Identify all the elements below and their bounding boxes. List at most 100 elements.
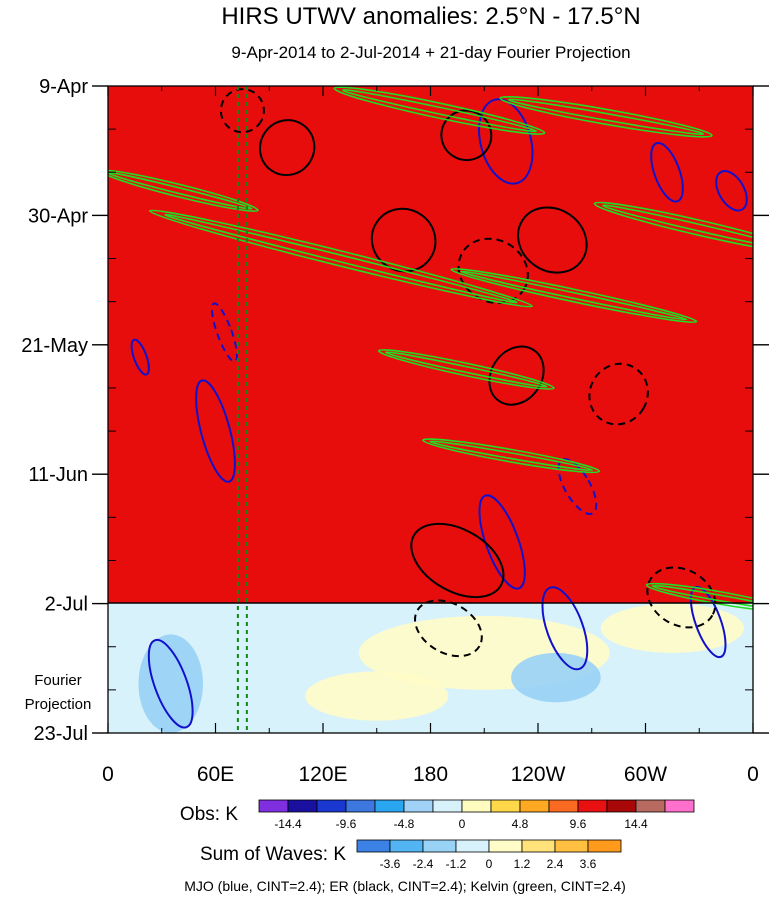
projection-anomaly-blob bbox=[511, 652, 601, 703]
waves-colorbar-swatch bbox=[455, 839, 490, 853]
x-tick-label: 120W bbox=[511, 763, 566, 786]
waves-colorbar-swatch bbox=[521, 839, 556, 853]
obs-colorbar-label: Obs: K bbox=[180, 804, 238, 825]
chart-subtitle: 9-Apr-2014 to 2-Jul-2014 + 21-day Fourie… bbox=[231, 43, 630, 62]
kelvin-contour-inner bbox=[108, 171, 253, 210]
kelvin-contour-pos bbox=[450, 267, 698, 324]
mjo-contour-pos bbox=[195, 379, 236, 483]
waves-colorbar-swatch bbox=[554, 839, 589, 853]
obs-colorbar-swatch bbox=[403, 799, 434, 813]
er-contour-neg bbox=[588, 362, 649, 426]
waves-colorbar-swatch bbox=[587, 839, 622, 853]
mjo-contour-pos bbox=[478, 494, 526, 590]
obs-colorbar-swatch bbox=[606, 799, 637, 813]
kelvin-contour-inner bbox=[164, 213, 518, 304]
y-tick-label: 23-Jul bbox=[34, 723, 88, 745]
obs-colorbar-swatch bbox=[490, 799, 521, 813]
er-contour-pos bbox=[517, 206, 588, 274]
obs-colorbar-tick-label: -9.6 bbox=[336, 817, 357, 831]
waves-colorbar-tick-label: -1.2 bbox=[446, 857, 467, 871]
obs-colorbar-swatch bbox=[287, 799, 318, 813]
er-contour-neg bbox=[646, 566, 717, 629]
mjo-contour-pos bbox=[541, 586, 589, 671]
obs-colorbar-swatch bbox=[577, 799, 608, 813]
axes: 0 60E 120E 180 120W 60W 0 9-Apr 30-Apr 21-May 11-J… bbox=[21, 76, 769, 786]
kelvin-contour-inner bbox=[460, 270, 688, 321]
waves-colorbar-tick-label: -3.6 bbox=[380, 857, 401, 871]
waves-colorbar-swatch bbox=[488, 839, 523, 853]
obs-anomaly-layer bbox=[108, 86, 753, 603]
obs-colorbar-tick-label: 0 bbox=[459, 817, 466, 831]
obs-colorbar-swatch bbox=[316, 799, 347, 813]
obs-colorbar-swatch bbox=[635, 799, 666, 813]
kelvin-contour-pos bbox=[108, 169, 259, 212]
kelvin-contour-inner bbox=[507, 98, 705, 136]
fourier-projection-field bbox=[108, 603, 753, 733]
mjo-contour-pos bbox=[147, 638, 194, 729]
wave-contours bbox=[108, 86, 753, 729]
kelvin-contour-pos bbox=[333, 86, 546, 135]
projection-anomaly-blob bbox=[138, 634, 203, 733]
waves-colorbar-tick-label: 1.2 bbox=[514, 857, 531, 871]
y-tick-label: 11-Jun bbox=[28, 464, 88, 486]
obs-colorbar-swatch bbox=[519, 799, 550, 813]
kelvin-contour-inner bbox=[384, 351, 548, 388]
er-contour-pos bbox=[410, 522, 505, 599]
er-contour-neg bbox=[219, 88, 265, 134]
waves-colorbar-label: Sum of Waves: K bbox=[200, 844, 346, 865]
x-tick-label: 0 bbox=[747, 763, 759, 786]
kelvin-contour-inner bbox=[429, 440, 594, 472]
obs-colorbar-tick-label: -4.8 bbox=[394, 817, 415, 831]
obs-colorbar-tick-label: 4.8 bbox=[512, 817, 529, 831]
waves-colorbar-tick-label: 2.4 bbox=[547, 857, 564, 871]
mjo-contour-neg bbox=[210, 302, 238, 363]
obs-colorbar-swatch bbox=[548, 799, 579, 813]
x-tick-label: 60W bbox=[624, 763, 667, 786]
y-tick-label: 21-May bbox=[21, 335, 88, 357]
x-tick-label: 60E bbox=[197, 763, 234, 786]
obs-colorbar-tick-label: -14.4 bbox=[274, 817, 302, 831]
x-tick-label: 0 bbox=[102, 763, 114, 786]
obs-colorbar-swatch bbox=[345, 799, 376, 813]
kelvin-contour-inner bbox=[341, 89, 537, 133]
waves-colorbar-swatch bbox=[356, 839, 391, 853]
kelvin-contour-pos bbox=[148, 209, 533, 308]
obs-colorbar-tick-label: 14.4 bbox=[624, 817, 648, 831]
kelvin-contour-inner bbox=[602, 204, 753, 252]
y-tick-label: 30-Apr bbox=[28, 205, 88, 227]
obs-colorbar: -14.4 -9.6 -4.8 0 4.8 9.6 14.4 bbox=[258, 799, 695, 831]
x-tick-label: 180 bbox=[413, 763, 448, 786]
contour-legend: MJO (blue, CINT=2.4); ER (black, CINT=2.… bbox=[184, 878, 626, 894]
kelvin-contour-pos bbox=[499, 95, 713, 138]
projection-label-line1: Fourier bbox=[34, 672, 82, 689]
er-contour-pos bbox=[370, 207, 437, 273]
mjo-contour-pos bbox=[478, 98, 534, 185]
waves-colorbar-tick-label: -2.4 bbox=[413, 857, 434, 871]
y-tick-label: 2-Jul bbox=[45, 594, 88, 616]
waves-colorbar-swatch bbox=[389, 839, 424, 853]
chart-title: HIRS UTWV anomalies: 2.5°N - 17.5°N bbox=[221, 3, 640, 30]
mjo-contour-pos bbox=[715, 170, 748, 212]
obs-colorbar-swatch bbox=[664, 799, 695, 813]
reference-lines bbox=[236, 86, 248, 733]
kelvin-contour-pos bbox=[377, 349, 555, 390]
obs-colorbar-swatch bbox=[258, 799, 289, 813]
projection-anomaly-blob bbox=[305, 671, 449, 721]
obs-colorbar-swatch bbox=[461, 799, 492, 813]
projection-anomaly-blob bbox=[600, 603, 745, 653]
er-contour-pos bbox=[440, 109, 493, 162]
plot-area bbox=[108, 86, 753, 733]
mjo-contour-pos bbox=[650, 141, 684, 203]
waves-colorbar: -3.6 -2.4 -1.2 0 1.2 2.4 3.6 bbox=[356, 839, 622, 871]
obs-colorbar-swatch bbox=[374, 799, 405, 813]
observation-anomaly-field bbox=[108, 86, 753, 603]
projection-label-line2: Projection bbox=[25, 696, 92, 713]
waves-colorbar-tick-label: 3.6 bbox=[580, 857, 597, 871]
obs-colorbar-tick-label: 9.6 bbox=[570, 817, 587, 831]
mjo-contour-pos bbox=[130, 338, 150, 376]
kelvin-contour-pos bbox=[593, 201, 753, 254]
y-tick-label: 9-Apr bbox=[39, 76, 88, 98]
waves-colorbar-tick-label: 0 bbox=[486, 857, 493, 871]
kelvin-contour-inner bbox=[651, 584, 753, 611]
